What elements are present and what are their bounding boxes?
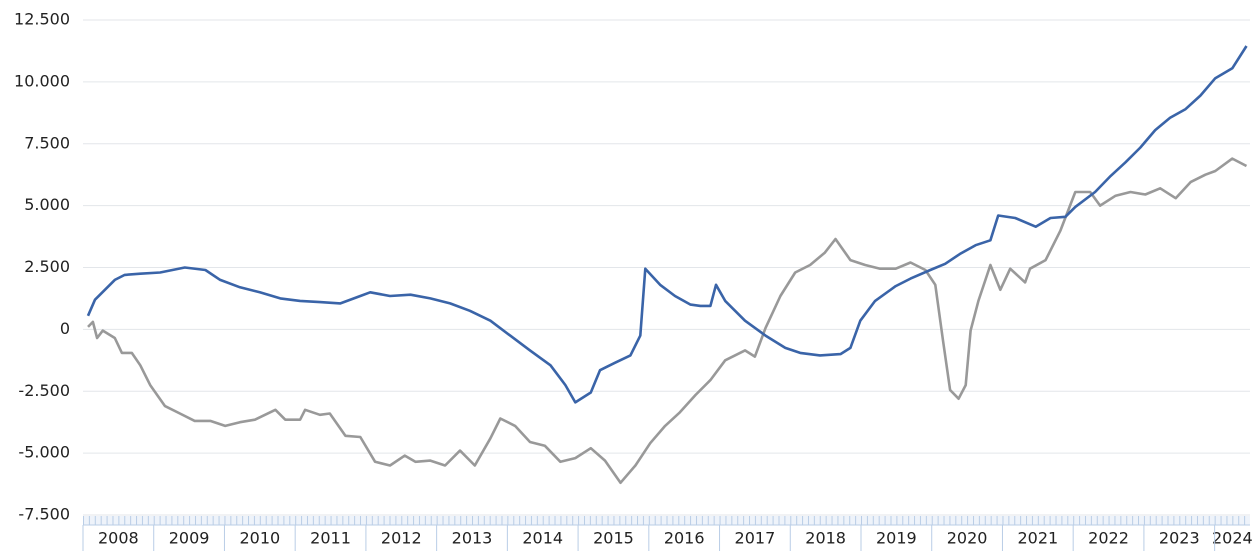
x-tick-label: 2019: [876, 529, 917, 548]
x-tick-label: 2020: [947, 529, 988, 548]
x-tick-label: 2018: [805, 529, 846, 548]
x-tick-label: 2023: [1159, 529, 1200, 548]
y-tick-label: -5.000: [18, 443, 70, 462]
series-line: [86, 45, 1248, 404]
x-tick-label: 2016: [664, 529, 705, 548]
x-tick-label: 2015: [593, 529, 634, 548]
y-tick-label: 10.000: [14, 71, 70, 90]
x-tick-label: 2010: [239, 529, 280, 548]
y-tick-label: 5.000: [24, 195, 70, 214]
x-tick-label: 2024: [1212, 529, 1253, 548]
x-tick-label: 2012: [381, 529, 422, 548]
y-tick-label: 2.500: [24, 257, 70, 276]
x-tick-label: 2021: [1017, 529, 1058, 548]
x-tick-label: 2009: [169, 529, 210, 548]
x-tick-label: 2011: [310, 529, 351, 548]
series-line: [87, 157, 1248, 485]
x-tick-label: 2017: [735, 529, 776, 548]
x-tick-label: 2013: [452, 529, 493, 548]
x-tick-label: 2008: [98, 529, 139, 548]
y-tick-label: 7.500: [24, 133, 70, 152]
month-band: [83, 516, 1250, 525]
y-tick-label: 0: [60, 319, 70, 338]
y-tick-label: -2.500: [18, 381, 70, 400]
y-tick-label: 12.500: [14, 10, 70, 29]
x-tick-label: 2022: [1088, 529, 1129, 548]
x-tick-label: 2014: [522, 529, 563, 548]
y-tick-label: -7.500: [18, 505, 70, 524]
